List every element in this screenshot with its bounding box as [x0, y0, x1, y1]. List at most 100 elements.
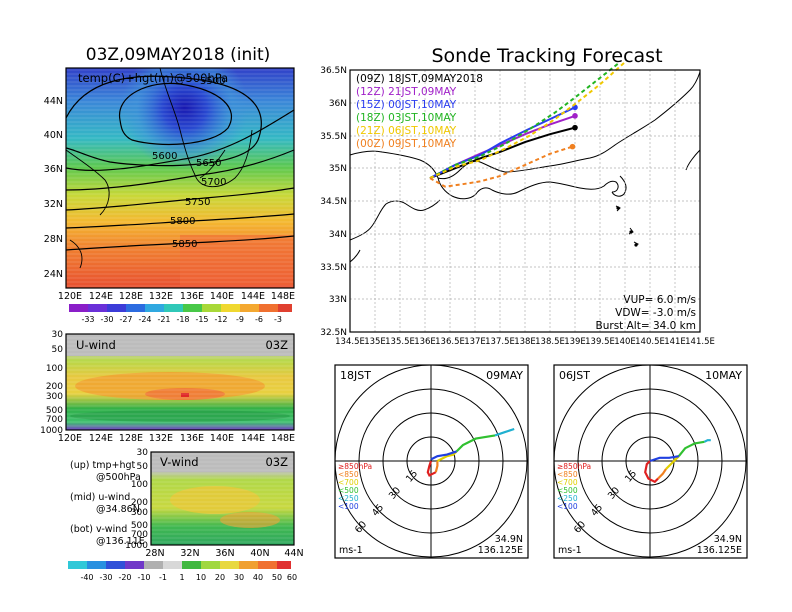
p-tick: 500: [131, 521, 148, 531]
hodo-segment: [665, 455, 680, 470]
lon-tick: 120E: [58, 291, 82, 302]
contour-label: 5700: [201, 177, 226, 188]
lon-tick: 128E: [119, 433, 143, 444]
lon-tick: 139.5E: [585, 337, 615, 347]
track-line: [429, 61, 621, 179]
level-label: <100: [338, 502, 359, 511]
uwind-time: 03Z: [265, 338, 288, 352]
lat-tick: 32N: [44, 199, 63, 210]
track-panel: (09Z) 18JST,09MAY2018 (12Z) 21JST,09MAY …: [320, 61, 715, 347]
lon-tick: 141E: [664, 337, 686, 347]
level-label: ≥850hPa: [557, 462, 591, 471]
contour-label: 5600: [152, 151, 177, 162]
level-label: <700: [557, 478, 578, 487]
param-vup: VUP= 6.0 m/s: [623, 294, 696, 306]
colorbar-label: 60: [287, 573, 297, 582]
p-tick: 30: [137, 448, 149, 458]
legend-up-2: @500hPa: [96, 472, 141, 483]
track-params: VUP= 6.0 m/s VDW= -3.0 m/s Burst Alt= 34…: [596, 294, 696, 332]
lon-tick: 124E: [89, 291, 113, 302]
lon-tick: 137E: [464, 337, 486, 347]
lat-tick: 40N: [250, 548, 269, 559]
lat-tick: 40N: [44, 130, 63, 141]
colorbar-label: -1: [159, 573, 167, 582]
level-label: <250: [338, 494, 359, 503]
colorbar-label: -21: [157, 315, 170, 324]
colorbar-label: -12: [214, 315, 227, 324]
hodo-left-series: [426, 427, 515, 477]
colorbar-label: -27: [119, 315, 132, 324]
lat-tick: 44N: [44, 96, 63, 107]
lat-tick: 36N: [329, 99, 347, 109]
contour-label: 5850: [172, 239, 197, 250]
hodo-right-time: 06JST: [559, 369, 590, 382]
p-tick: 300: [46, 392, 63, 402]
lat-tick: 33N: [329, 295, 347, 305]
legend-entry-15z: (15Z) 00JST,10MAY: [356, 99, 457, 111]
colorbar-label: -9: [236, 315, 244, 324]
colorbar-label: -24: [138, 315, 151, 324]
p-tick: 700: [131, 530, 148, 540]
lat-tick: 28N: [44, 234, 63, 245]
hodo-segment: [455, 434, 496, 453]
colorbar-label: 10: [196, 573, 206, 582]
lat-tick: 28N: [145, 548, 164, 559]
hodo-right-series: [644, 439, 711, 484]
level-label: <500: [557, 486, 578, 495]
lon-tick: 136E: [414, 337, 436, 347]
legend-entry-00z: (00Z) 09JST,10MAY: [356, 138, 457, 150]
hodo-segment: [657, 468, 667, 480]
colorbar-label: -18: [176, 315, 189, 324]
level-label: <850: [557, 470, 578, 479]
colorbar-label: -10: [137, 573, 150, 582]
burst-point: [572, 113, 578, 119]
lon-tick: 140.5E: [635, 337, 665, 347]
lat-tick: 35N: [329, 164, 347, 174]
param-burst: Burst Alt= 34.0 km: [596, 320, 696, 332]
hodo-right-levels: ≥850hPa <850 <700 <500 <250 <100: [557, 462, 591, 511]
lon-tick: 135.5E: [385, 337, 415, 347]
hodograph-right: 15 30 45 60 06JST 10MAY ≥850hPa <850 <70…: [553, 364, 748, 559]
colorbar-label: 30: [234, 573, 244, 582]
lon-tick: 132E: [149, 433, 173, 444]
legend-up-1: (up) tmp+hgt: [70, 460, 136, 471]
right-title: Sonde Tracking Forecast: [431, 45, 662, 67]
lat-tick: 35.5N: [320, 132, 347, 142]
map-label: temp(C)+hgt(m)@500hPa: [78, 71, 228, 85]
lon-tick: 148E: [271, 291, 295, 302]
hodo-left-date: 09MAY: [486, 369, 523, 382]
lon-tick: 140E: [614, 337, 636, 347]
left-title: 03Z,09MAY2018 (init): [86, 45, 271, 65]
legend-entry-18z: (18Z) 03JST,10MAY: [356, 112, 457, 124]
uwind-panel: U-wind 03Z 30 50 100 200 300 500 700 100…: [40, 330, 295, 444]
hodo-segment: [703, 439, 711, 443]
legend-bot-2: @136.11E: [96, 536, 145, 547]
lon-tick: 135E: [364, 337, 386, 347]
map-panel: temp(C)+hgt(m)@500hPa 5500 5600 5650 570…: [44, 67, 295, 324]
p-tick: 30: [52, 330, 64, 340]
p-tick: 200: [131, 498, 148, 508]
legend-bot-1: (bot) v-wind: [70, 524, 127, 535]
contour-label: 5750: [185, 197, 210, 208]
track-line: [429, 126, 576, 180]
hodo-left-lon: 136.125E: [478, 545, 523, 556]
hodo-segment: [434, 461, 439, 473]
colorbar-label: -30: [99, 573, 112, 582]
lat-tick: 34.5N: [320, 197, 347, 207]
hodo-segment: [494, 427, 515, 437]
hodograph-left: 15 30 45 60 18JST 09MAY ≥850hPa <850 <70…: [334, 364, 529, 559]
lat-tick: 36.5N: [320, 66, 347, 76]
lon-tick: 144E: [241, 291, 265, 302]
lon-tick: 140E: [210, 291, 234, 302]
burst-point: [572, 124, 578, 131]
colorbar-label: -33: [81, 315, 94, 324]
level-label: <100: [557, 502, 578, 511]
p-tick: 1000: [40, 426, 63, 436]
lon-tick: 141.5E: [685, 337, 715, 347]
panel-legend: (up) tmp+hgt @500hPa (mid) u-wind @34.86…: [70, 460, 145, 547]
level-label: <250: [557, 494, 578, 503]
lat-tick: 33.5N: [320, 263, 347, 273]
lon-tick: 138.5E: [535, 337, 565, 347]
lat-tick: 32N: [180, 548, 199, 559]
colorbar-label: 1: [179, 573, 184, 582]
